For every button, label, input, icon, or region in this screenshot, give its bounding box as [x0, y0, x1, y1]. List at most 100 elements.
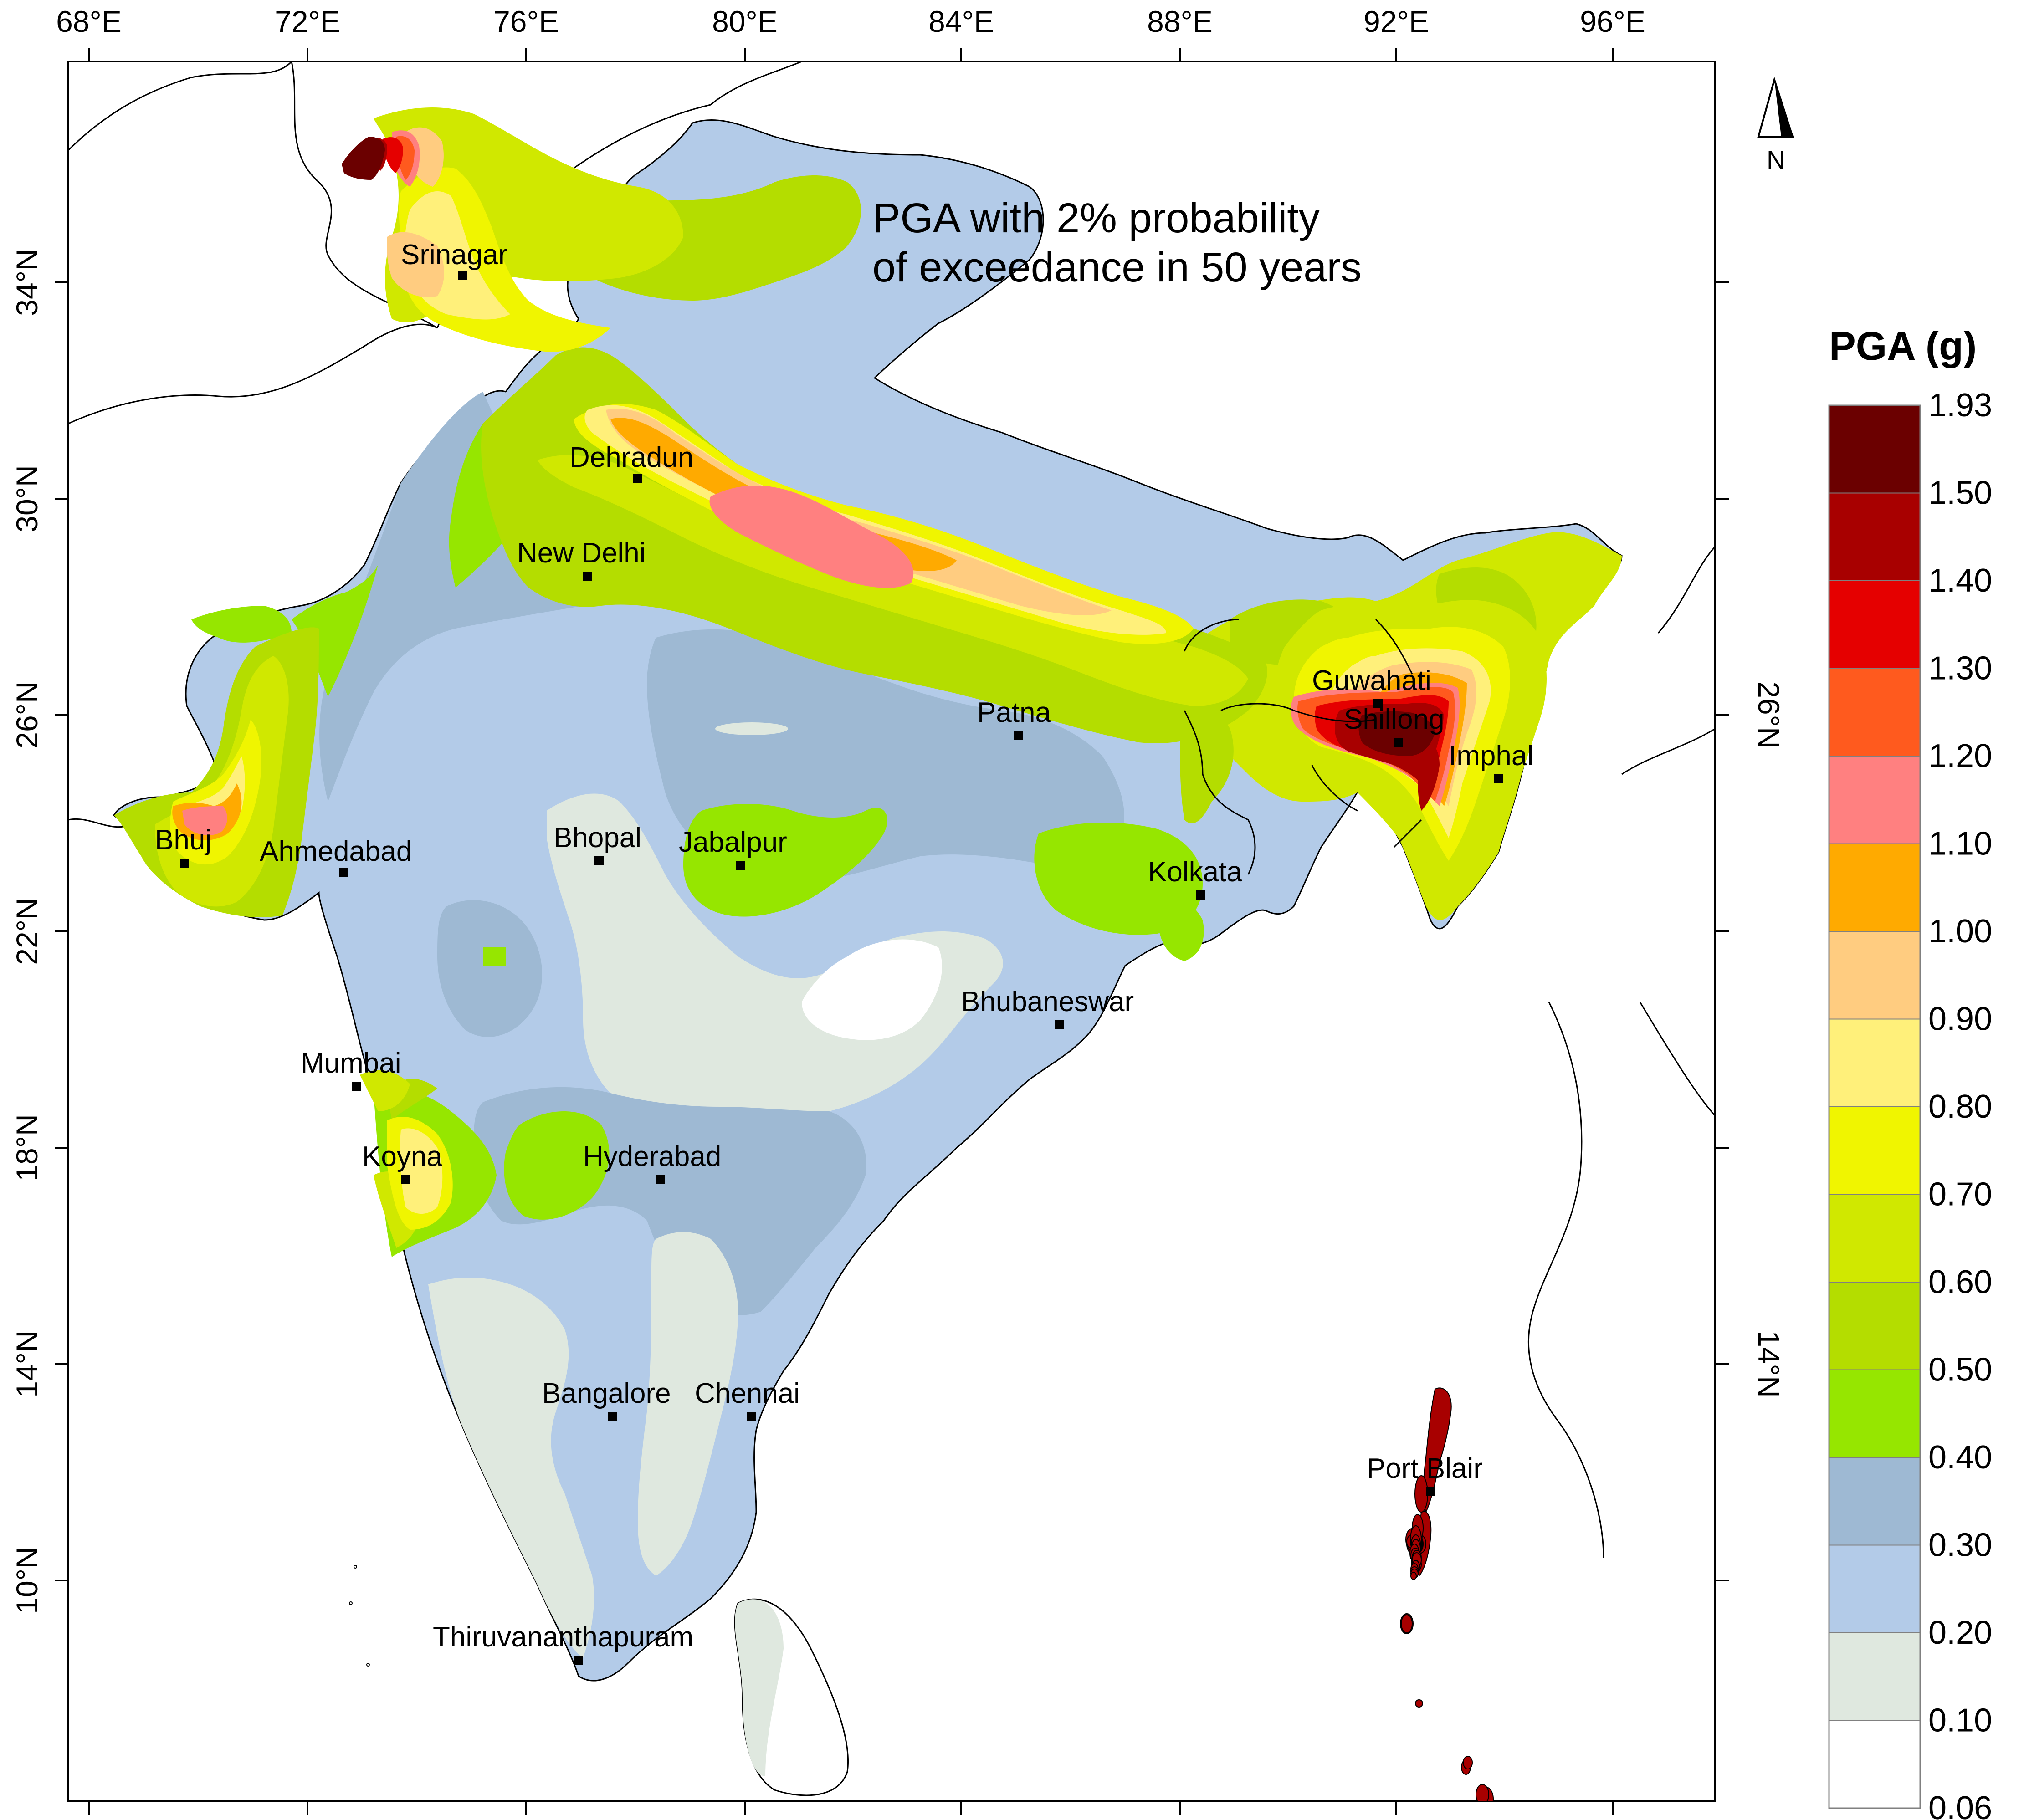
lon-tick-label: 88°E — [1147, 5, 1213, 38]
city-marker — [1014, 731, 1023, 740]
legend-swatch — [1829, 1544, 1921, 1633]
legend-swatch — [1829, 668, 1921, 757]
city-marker — [1494, 774, 1503, 783]
lat-tick-label: 34°N — [10, 249, 44, 316]
lat-tick-label: 14°N — [10, 1330, 44, 1397]
legend-tick-label: 0.70 — [1928, 1176, 1992, 1213]
legend-tick-label: 1.20 — [1928, 738, 1992, 774]
lon-tick-label: 72°E — [275, 5, 340, 38]
legend-swatch — [1829, 492, 1921, 581]
sri-lanka-low-zone — [735, 1599, 784, 1776]
city-label: Ahmedabad — [260, 836, 412, 867]
lon-tick-label: 84°E — [928, 5, 994, 38]
axis-labels: 68°E 72°E 76°E 80°E 84°E 88°E 92°E 96°E 34°N 30°N… — [10, 5, 1786, 1614]
city-marker — [339, 868, 348, 877]
state-boundaries — [1184, 619, 1422, 875]
city-label: Dehradun — [569, 442, 693, 473]
right-lat-tick-label: 26°N — [1752, 681, 1786, 748]
city-label: Bhopal — [553, 822, 641, 854]
city-label: Guwahati — [1312, 665, 1431, 696]
legend-tick-label: 1.00 — [1928, 913, 1992, 950]
north-label: N — [1767, 145, 1785, 174]
city-marker — [1394, 738, 1403, 747]
city-label: Hyderabad — [583, 1141, 721, 1172]
legend-swatch — [1829, 1457, 1921, 1546]
legend-tick-label: 1.50 — [1928, 475, 1992, 511]
legend-swatch — [1829, 1369, 1921, 1458]
legend-swatch — [1829, 1282, 1921, 1370]
legend-tick-label: 0.10 — [1928, 1702, 1992, 1739]
city-label: Port Blair — [1367, 1453, 1483, 1484]
city-label: Kolkata — [1148, 856, 1242, 888]
city-marker — [574, 1656, 583, 1665]
lon-tick-label: 68°E — [56, 5, 122, 38]
legend-colorbar — [1828, 404, 1921, 1809]
legend-tick-label: 0.50 — [1928, 1352, 1992, 1388]
lakshadweep-islands — [349, 1565, 370, 1667]
north-arrow-fill — [1774, 80, 1793, 137]
legend-swatch — [1829, 405, 1921, 494]
lon-tick-label: 96°E — [1580, 5, 1645, 38]
city-marker — [352, 1082, 361, 1091]
city-marker — [1373, 699, 1383, 708]
legend-tick-label: 0.40 — [1928, 1439, 1992, 1476]
lat-tick-label: 26°N — [10, 681, 44, 748]
lat-tick-label: 18°N — [10, 1114, 44, 1181]
legend-tick-label: 0.90 — [1928, 1001, 1992, 1038]
city-label: Thiruvananthapuram — [433, 1621, 693, 1653]
city-label: New Delhi — [517, 537, 646, 569]
legend-tick-label: 0.60 — [1928, 1264, 1992, 1300]
legend-swatch — [1829, 580, 1921, 669]
city-label: Imphal — [1449, 740, 1533, 772]
lat-tick-label: 30°N — [10, 465, 44, 532]
city-label: Bhuj — [155, 824, 211, 856]
city-marker — [583, 572, 592, 581]
city-label: Mumbai — [301, 1048, 401, 1079]
north-arrow: N — [1757, 77, 1794, 174]
lon-tick-label: 92°E — [1363, 5, 1429, 38]
city-marker — [633, 474, 642, 483]
legend-tick-label: 0.20 — [1928, 1615, 1992, 1651]
map-title-line-1: PGA with 2% probability — [872, 195, 1320, 241]
city-markers — [180, 271, 1503, 1665]
city-marker — [594, 856, 604, 865]
legend-tick-label: 1.93 — [1928, 387, 1992, 424]
city-marker — [656, 1175, 665, 1184]
legend-tick-label: 0.06 — [1928, 1790, 1992, 1820]
legend-swatch — [1829, 1194, 1921, 1283]
lat-tick-label: 10°N — [10, 1547, 44, 1614]
city-label: Jabalpur — [679, 827, 787, 858]
city-marker — [401, 1175, 410, 1184]
city-marker — [1426, 1487, 1435, 1496]
city-label: Shillong — [1344, 704, 1445, 735]
legend-swatch — [1829, 1018, 1921, 1107]
legend-swatch — [1829, 931, 1921, 1020]
city-marker — [747, 1412, 756, 1421]
lon-tick-label: 80°E — [712, 5, 778, 38]
map-title-line-2: of exceedance in 50 years — [872, 244, 1362, 291]
city-label: Chennai — [695, 1378, 800, 1409]
lon-tick-label: 76°E — [493, 5, 559, 38]
city-marker — [458, 271, 467, 280]
right-lat-tick-label: 14°N — [1752, 1330, 1786, 1397]
city-marker — [1196, 890, 1205, 900]
legend-swatch — [1829, 1106, 1921, 1195]
city-marker — [736, 861, 745, 870]
axis-ticks — [55, 48, 1729, 1815]
legend-tick-label: 0.80 — [1928, 1089, 1992, 1125]
legend-swatch — [1829, 756, 1921, 844]
map-content: Srinagar Dehradun New Delhi Guwahati Shillon… — [68, 61, 1715, 1801]
city-labels: Srinagar Dehradun New Delhi Guwahati Shillon… — [155, 239, 1533, 1653]
legend-swatch — [1829, 1720, 1921, 1809]
legend-title: PGA (g) — [1829, 323, 1977, 368]
pga-zone-0.06 — [802, 939, 942, 1040]
legend-labels: 1.93 1.50 1.40 1.30 1.20 1.10 1.00 0.90 0.80 0.70… — [1928, 387, 1992, 1820]
city-marker — [608, 1412, 617, 1421]
pga-zone-1.50 — [342, 137, 1435, 756]
andaman-nicobar-islands — [1400, 1387, 1494, 1801]
city-label: Srinagar — [401, 239, 507, 271]
legend-tick-label: 1.40 — [1928, 562, 1992, 599]
legend-tick-label: 1.10 — [1928, 826, 1992, 862]
city-marker — [180, 859, 189, 868]
